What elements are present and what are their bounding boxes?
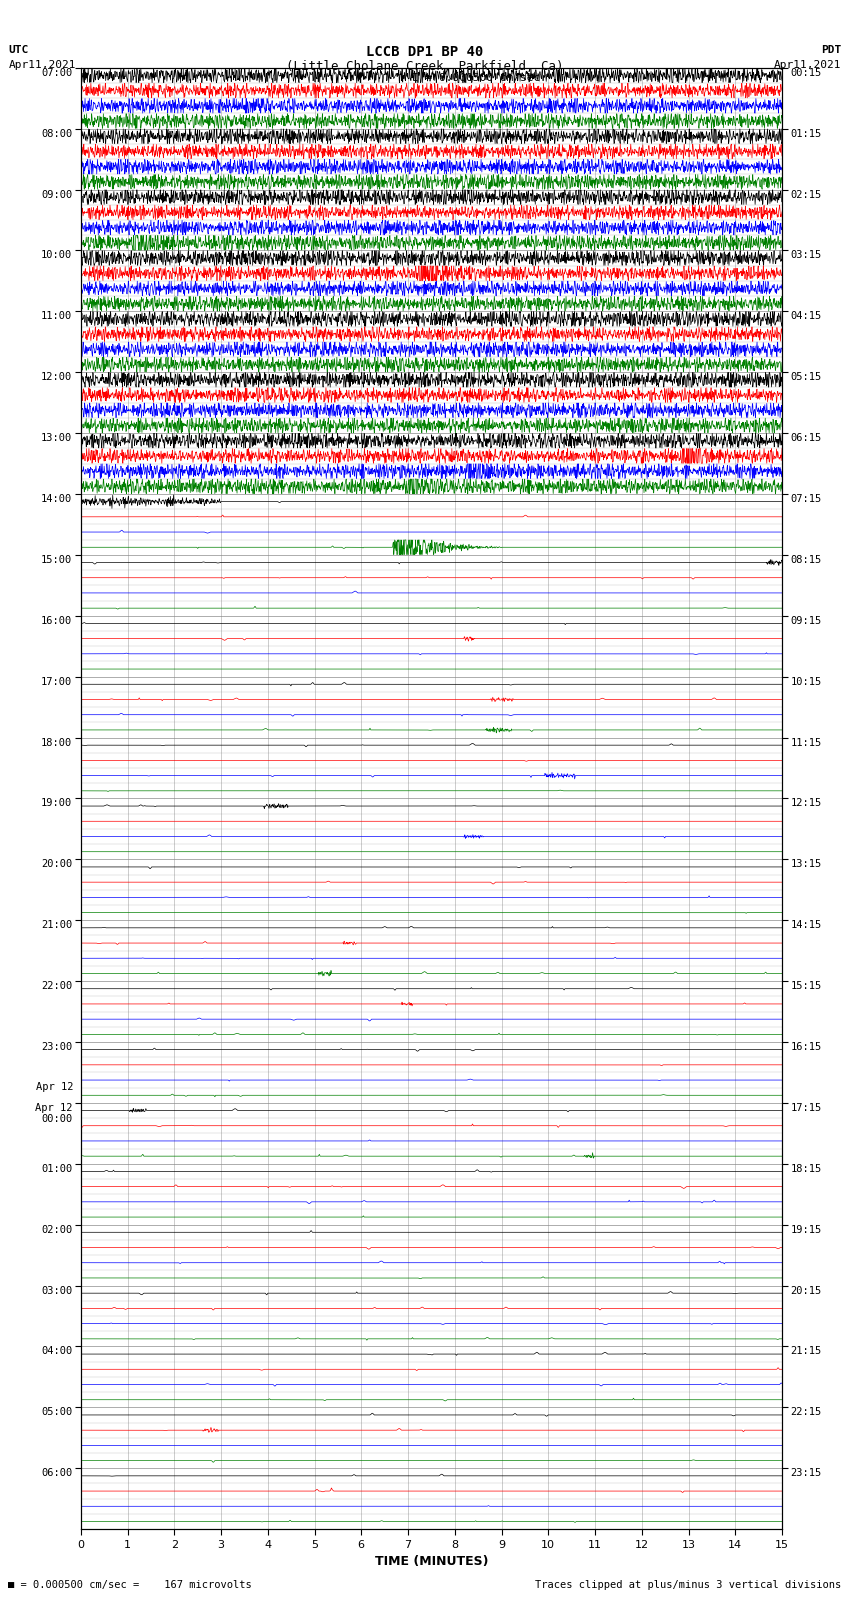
- Text: PDT: PDT: [821, 45, 842, 55]
- Text: LCCB DP1 BP 40: LCCB DP1 BP 40: [366, 45, 484, 60]
- Text: Traces clipped at plus/minus 3 vertical divisions: Traces clipped at plus/minus 3 vertical …: [536, 1581, 842, 1590]
- Text: ■ = 0.000500 cm/sec =    167 microvolts: ■ = 0.000500 cm/sec = 167 microvolts: [8, 1581, 252, 1590]
- Text: Apr11,2021: Apr11,2021: [774, 60, 842, 69]
- Text: (Little Cholane Creek, Parkfield, Ca): (Little Cholane Creek, Parkfield, Ca): [286, 60, 564, 73]
- Text: UTC: UTC: [8, 45, 29, 55]
- Text: Apr11,2021: Apr11,2021: [8, 60, 76, 69]
- Text: Apr 12: Apr 12: [37, 1082, 74, 1092]
- X-axis label: TIME (MINUTES): TIME (MINUTES): [375, 1555, 488, 1568]
- Text: I = 0.000500 cm/sec: I = 0.000500 cm/sec: [412, 73, 540, 82]
